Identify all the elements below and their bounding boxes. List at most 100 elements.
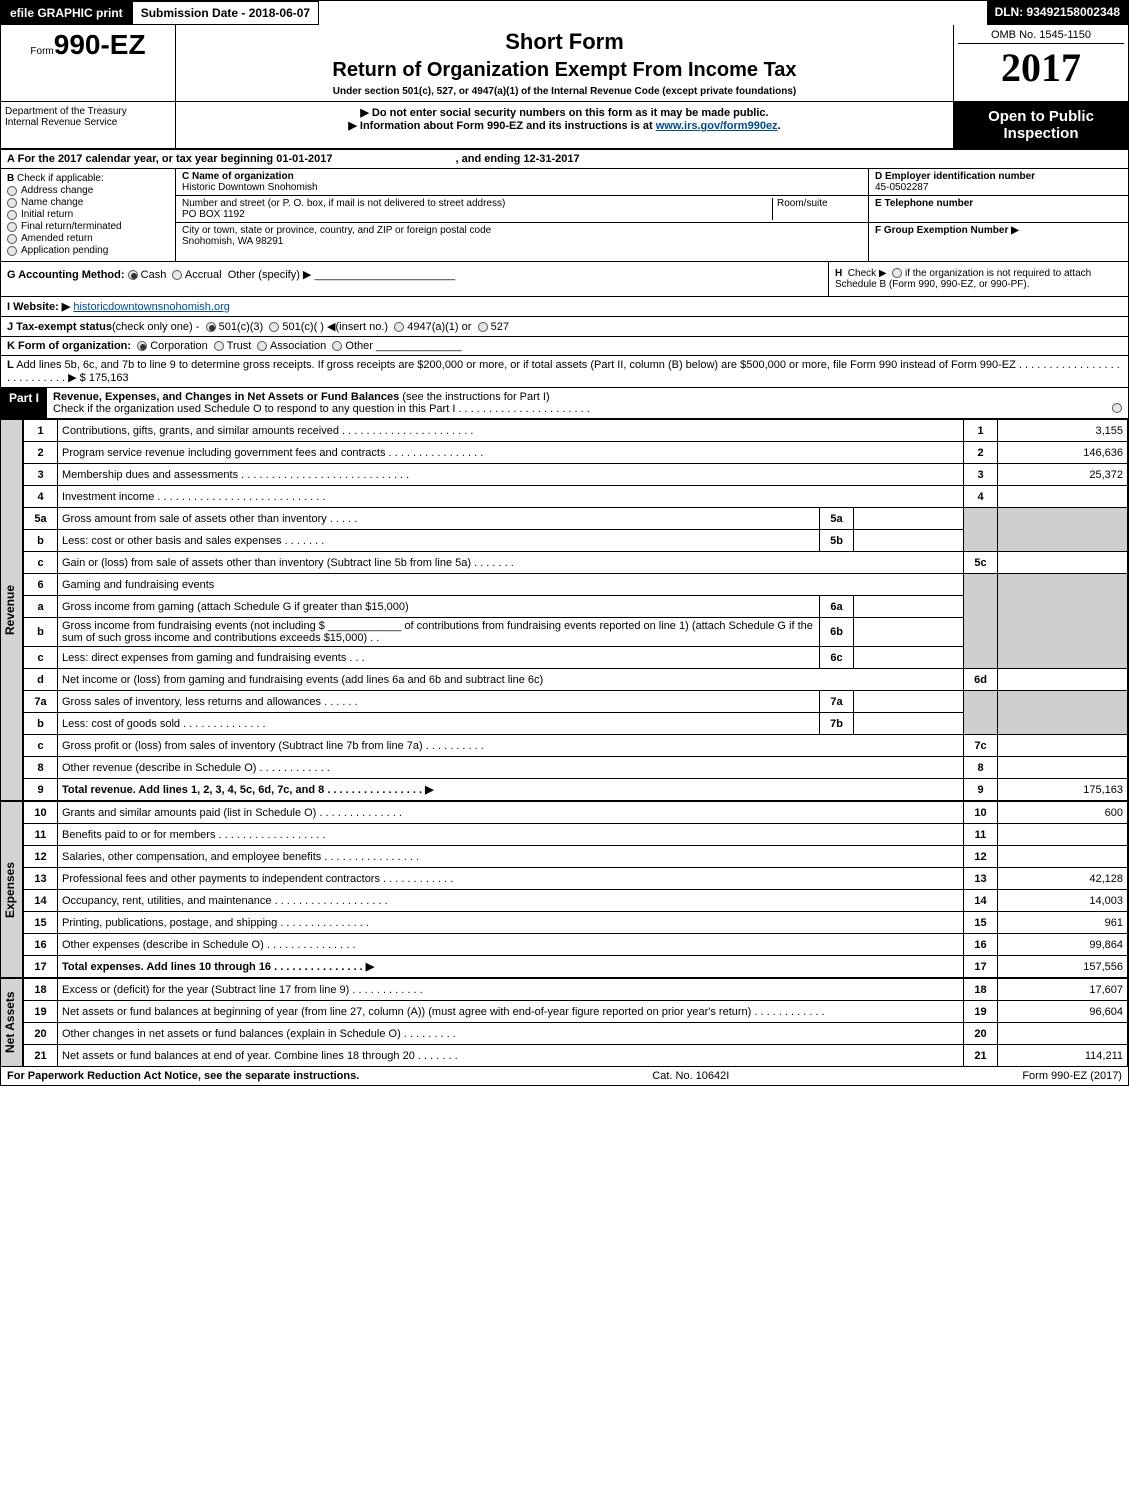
form-number-box: Form990-EZ [1,25,176,101]
under-section: Under section 501(c), 527, or 4947(a)(1)… [184,86,945,97]
501c-label: 501(c)( ) ◀(insert no.) [282,321,388,333]
radio-accrual[interactable] [172,270,182,280]
part-1-title: Revenue, Expenses, and Changes in Net As… [53,391,399,403]
checkbox-final-return[interactable] [7,222,17,232]
line-ref: 4 [964,486,998,508]
radio-trust[interactable] [214,341,224,351]
radio-cash[interactable] [128,270,138,280]
line-text: Gross income from gaming (attach Schedul… [58,596,820,618]
address-change-label: Address change [21,185,93,196]
line-value: 175,163 [998,779,1128,801]
line-num: 18 [24,979,58,1001]
calendar-year-text: For the 2017 calendar year, or tax year … [18,153,333,165]
line-ref: 11 [964,824,998,846]
form-ref: Form 990-EZ (2017) [1022,1070,1122,1082]
corporation-label: Corporation [150,340,207,352]
line-text: Net assets or fund balances at end of ye… [58,1045,964,1067]
radio-other-org[interactable] [332,341,342,351]
checkbox-name-change[interactable] [7,198,17,208]
checkbox-app-pending[interactable] [7,246,17,256]
ein-value: 45-0502287 [875,182,928,193]
line-num: 15 [24,912,58,934]
website-link[interactable]: historicdowntownsnohomish.org [73,301,230,313]
line-num: 11 [24,824,58,846]
line-ref: 9 [964,779,998,801]
checkbox-initial-return[interactable] [7,210,17,220]
line-num: 20 [24,1023,58,1045]
radio-501c[interactable] [269,322,279,332]
radio-corporation[interactable] [137,341,147,351]
line-value [998,552,1128,574]
radio-501c3[interactable] [206,322,216,332]
paperwork-notice: For Paperwork Reduction Act Notice, see … [7,1070,359,1082]
checkbox-address-change[interactable] [7,186,17,196]
line-num: d [24,669,58,691]
row-gh: G Accounting Method: Cash Accrual Other … [1,262,1128,297]
line-num: 12 [24,846,58,868]
line-num: 4 [24,486,58,508]
line-value: 42,128 [998,868,1128,890]
efile-print-button[interactable]: efile GRAPHIC print [1,1,132,25]
revenue-side-label: Revenue [1,419,23,801]
netassets-table: 18Excess or (deficit) for the year (Subt… [23,978,1128,1067]
line-num: b [24,618,58,647]
line-ref: 2 [964,442,998,464]
h-label: H [835,268,842,279]
col-c: C Name of organization Historic Downtown… [176,169,868,261]
checkbox-schedule-o[interactable] [1112,403,1122,413]
line-value [998,735,1128,757]
sub-num: 6b [820,618,854,647]
netassets-section: Net Assets 18Excess or (deficit) for the… [1,978,1128,1067]
line-ref: 10 [964,802,998,824]
line-text: Salaries, other compensation, and employ… [58,846,964,868]
line-text: Gaming and fundraising events [58,574,964,596]
sub-num: 6a [820,596,854,618]
expenses-section: Expenses 10Grants and similar amounts pa… [1,801,1128,978]
trust-label: Trust [227,340,252,352]
app-pending-label: Application pending [21,245,108,256]
col-de: D Employer identification number 45-0502… [868,169,1128,261]
room-suite-label: Room/suite [772,198,862,220]
radio-4947[interactable] [394,322,404,332]
dept-row: Department of the Treasury Internal Reve… [1,102,1128,150]
row-a: A For the 2017 calendar year, or tax yea… [1,150,1128,169]
g-label: G Accounting Method: [7,269,125,281]
line-num: 13 [24,868,58,890]
line-value [998,669,1128,691]
checkbox-amended[interactable] [7,234,17,244]
line-ref: 15 [964,912,998,934]
c-label: C Name of organization [182,171,294,182]
city-label: City or town, state or province, country… [182,225,491,236]
row-j: J Tax-exempt status(check only one) - 50… [1,317,1128,337]
name-change-label: Name change [21,197,83,208]
irs-link[interactable]: www.irs.gov/form990ez [656,120,778,132]
line-ref: 7c [964,735,998,757]
return-title: Return of Organization Exempt From Incom… [184,59,945,82]
line-text: Gross income from fundraising events (no… [58,618,820,647]
line-num: 17 [24,956,58,978]
line-num: 1 [24,420,58,442]
line-num: c [24,552,58,574]
line-value: 114,211 [998,1045,1128,1067]
line-text: Gain or (loss) from sale of assets other… [58,552,964,574]
line-ref: 14 [964,890,998,912]
line-num: 19 [24,1001,58,1023]
line-value: 3,155 [998,420,1128,442]
line-text: Other revenue (describe in Schedule O) .… [58,757,964,779]
sub-val [854,713,964,735]
line-num: c [24,735,58,757]
line-value: 99,864 [998,934,1128,956]
form-page: efile GRAPHIC print Submission Date - 20… [0,0,1129,1086]
f-label: F Group Exemption Number ▶ [875,225,1019,236]
line-value: 25,372 [998,464,1128,486]
instruction-2: ▶ Information about Form 990-EZ and its … [348,120,655,132]
form-header: Form990-EZ Short Form Return of Organiza… [1,25,1128,102]
accrual-label: Accrual [185,269,222,281]
line-value: 600 [998,802,1128,824]
line-num: 14 [24,890,58,912]
h-check-text: Check ▶ [848,268,887,279]
radio-schedule-b[interactable] [892,268,902,278]
radio-association[interactable] [257,341,267,351]
org-name: Historic Downtown Snohomish [182,182,318,193]
radio-527[interactable] [478,322,488,332]
